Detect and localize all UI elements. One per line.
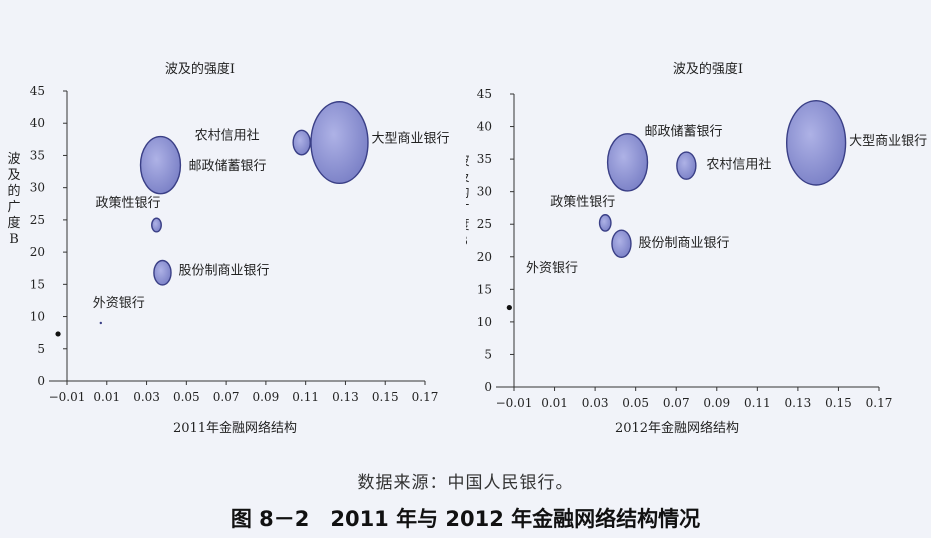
y-tick-label: 5 (37, 342, 45, 356)
bubble (676, 151, 697, 180)
y-tick-label: 15 (477, 282, 492, 296)
y-tick-label: 15 (30, 277, 45, 291)
outlier-point (55, 331, 61, 337)
y-axis-label-char: 及 (466, 170, 470, 185)
y-axis-label-char: B (9, 232, 19, 247)
x-tick-label: 0.05 (173, 390, 200, 404)
bubble (139, 135, 182, 195)
y-tick-label: 45 (30, 84, 45, 98)
bubble (292, 129, 311, 156)
bubble (99, 321, 103, 325)
x-tick-label: 0.03 (133, 390, 160, 404)
x-axis-label: 2011年金融网络结构 (173, 420, 297, 436)
y-tick-label: 40 (30, 116, 45, 130)
x-tick-label: 0.15 (372, 390, 399, 404)
bubble-label: 邮政储蓄银行 (645, 124, 723, 139)
y-tick-label: 25 (30, 213, 45, 227)
y-tick-label: 20 (30, 245, 45, 259)
bubble-label: 外资银行 (526, 261, 578, 276)
x-tick-label: 0.17 (412, 390, 439, 404)
bubble-label: 大型商业银行 (849, 134, 927, 149)
bubble (598, 214, 612, 232)
bubble-label: 农村信用社 (706, 157, 771, 173)
y-tick-label: 40 (477, 120, 492, 134)
y-tick-label: 35 (30, 148, 45, 162)
y-axis-label-char: 波 (7, 152, 20, 167)
outlier-point (506, 304, 512, 311)
bubble-label: 股份制商业银行 (178, 264, 269, 279)
y-axis-label-char: 广 (7, 200, 20, 215)
x-tick-label: 0.01 (541, 396, 568, 410)
chart-title: 波及的强度I (673, 61, 743, 77)
x-tick-label: −0.01 (49, 390, 86, 404)
x-tick-label: 0.09 (703, 396, 730, 410)
y-tick-label: 35 (477, 152, 492, 166)
x-tick-label: 0.15 (825, 396, 852, 410)
y-tick-label: 5 (484, 347, 492, 361)
x-tick-label: 0.13 (332, 390, 359, 404)
x-tick-label: 0.11 (744, 396, 771, 410)
x-tick-label: 0.03 (582, 396, 609, 410)
bubble (611, 229, 632, 259)
bubble (785, 99, 847, 186)
y-tick-label: 30 (30, 181, 45, 195)
bubble (310, 101, 369, 185)
y-tick-label: 0 (484, 380, 492, 394)
x-tick-label: 0.05 (622, 396, 649, 410)
x-tick-label: 0.17 (866, 396, 893, 410)
y-tick-label: 0 (37, 374, 45, 388)
y-axis-label-char: 的 (466, 185, 470, 201)
figure-caption: 图 8－2 2011 年与 2012 年金融网络结构情况 (230, 507, 701, 531)
y-axis-label-char: 广 (466, 202, 470, 217)
x-tick-label: −0.01 (496, 396, 533, 410)
bubble-label: 邮政储蓄银行 (188, 159, 266, 174)
y-tick-label: 30 (477, 185, 492, 199)
bubble-label: 大型商业银行 (371, 132, 449, 147)
bubble (153, 259, 172, 286)
bubble-label: 政策性银行 (550, 194, 615, 210)
x-tick-label: 0.11 (292, 390, 319, 404)
y-tick-label: 45 (477, 87, 492, 101)
x-tick-label: 0.01 (93, 390, 120, 404)
x-tick-label: 0.13 (785, 396, 812, 410)
bubble-label: 股份制商业银行 (638, 236, 729, 251)
y-tick-label: 10 (30, 310, 45, 324)
source-note: 数据来源：中国人民银行。 (357, 473, 574, 493)
y-axis-label-char: B (466, 234, 468, 249)
bubble (606, 133, 649, 192)
x-tick-label: 0.09 (253, 390, 280, 404)
y-axis-label-char: 的 (7, 183, 20, 199)
chart-title: 波及的强度I (165, 61, 235, 77)
x-tick-label: 0.07 (663, 396, 690, 410)
bubble (151, 217, 162, 233)
x-axis-label: 2012年金融网络结构 (615, 420, 739, 436)
y-tick-label: 10 (477, 315, 492, 329)
bubble-label: 农村信用社 (195, 128, 260, 144)
y-axis-label-char: 波 (466, 154, 470, 169)
y-axis-label-char: 度 (7, 215, 20, 231)
y-tick-label: 25 (477, 217, 492, 231)
x-tick-label: 0.07 (213, 390, 240, 404)
y-axis-label-char: 度 (466, 217, 470, 233)
y-axis-label-char: 及 (7, 168, 20, 183)
y-tick-label: 20 (477, 250, 492, 264)
bubble-label: 政策性银行 (95, 195, 160, 211)
bubble-label: 外资银行 (93, 296, 145, 311)
